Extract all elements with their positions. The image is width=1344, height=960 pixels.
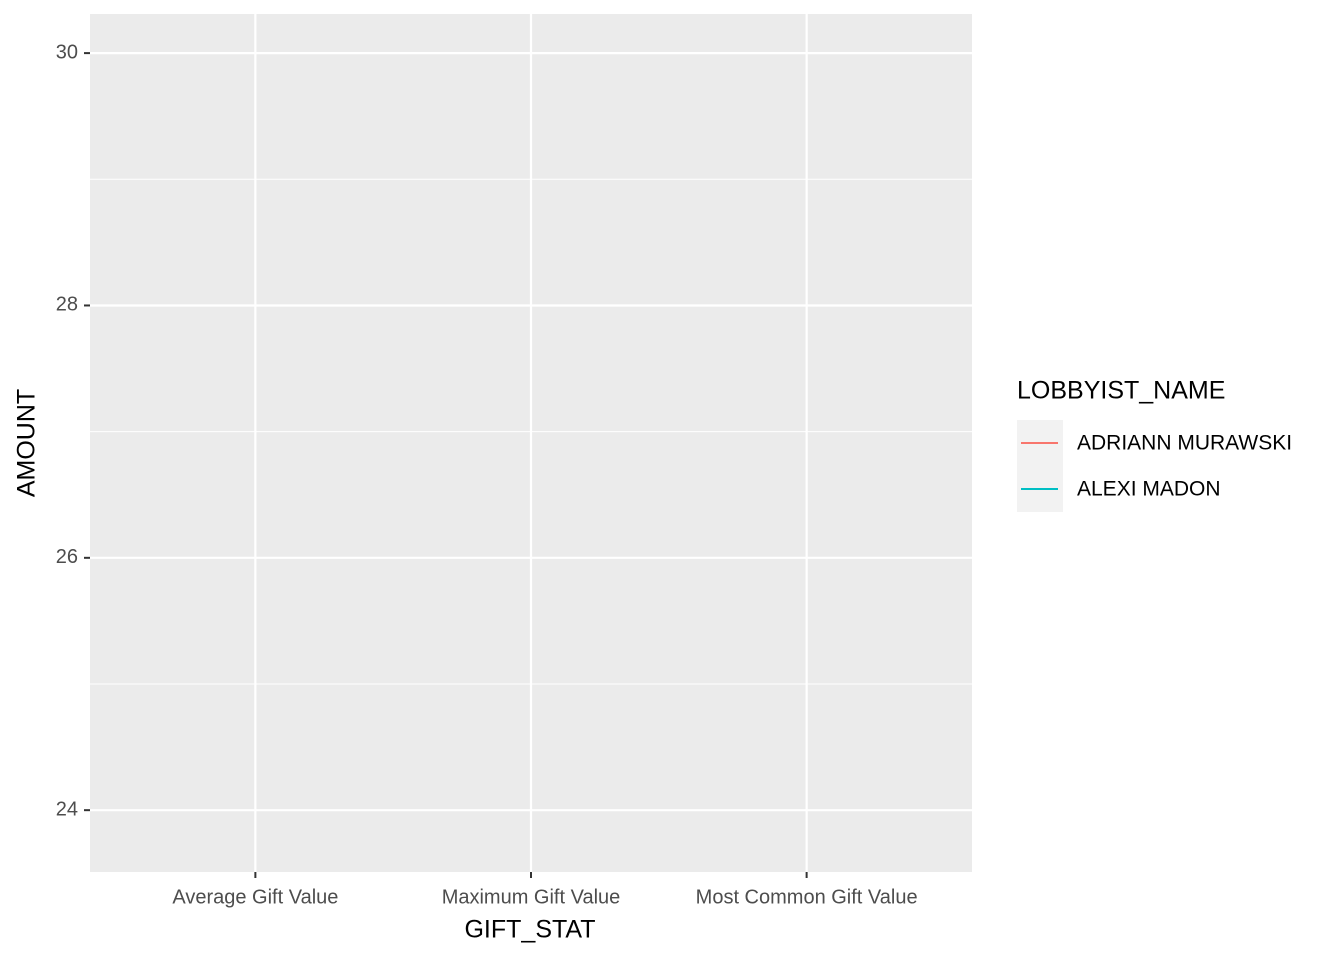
x-tick-label: Average Gift Value [172,886,338,908]
legend-label: ALEXI MADON [1077,478,1221,501]
legend-title: LOBBYIST_NAME [1017,377,1225,405]
x-tick-label: Most Common Gift Value [696,886,918,908]
y-tick-label: 24 [56,798,78,820]
y-axis-title: AMOUNT [13,389,41,497]
legend-label: ADRIANN MURAWSKI [1077,432,1292,455]
y-tick-label: 30 [56,41,78,63]
y-tick-label: 28 [56,294,78,316]
x-axis-title: GIFT_STAT [464,916,595,944]
y-tick-label: 26 [56,546,78,568]
x-tick-label: Maximum Gift Value [442,886,621,908]
